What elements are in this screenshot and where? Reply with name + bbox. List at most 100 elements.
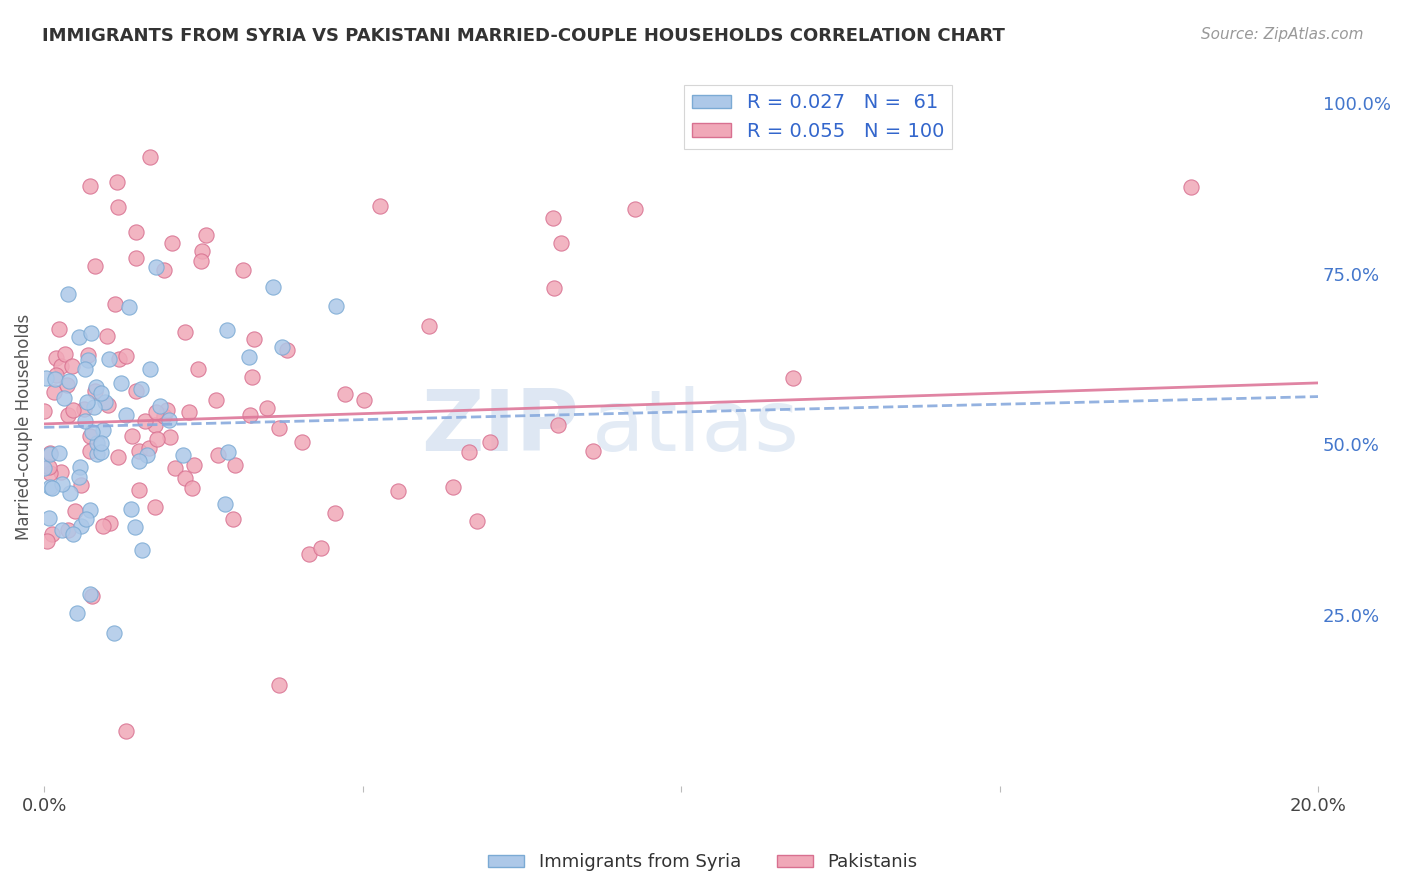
Point [160,236,183,251]
Point [82,589,104,603]
Point [387,484,409,499]
Point [207,448,229,462]
Legend: R = 0.027   N =  61, R = 0.055   N = 100: R = 0.027 N = 61, R = 0.055 N = 100 [685,86,952,149]
Point [125,251,148,265]
Point [69,470,91,484]
Point [541,211,564,226]
Point [125,225,148,239]
Point [39,446,62,460]
Point [41,526,63,541]
Point [91,519,114,533]
Point [139,150,162,164]
Point [353,392,375,407]
Point [38,460,60,475]
Point [269,421,291,435]
Point [60,359,83,374]
Point [84,380,107,394]
Point [221,511,243,525]
Point [67,330,90,344]
Point [134,414,156,428]
Point [311,541,333,556]
Point [143,417,166,432]
Point [58,408,80,422]
Point [543,280,565,294]
Point [51,523,73,537]
Point [190,244,212,258]
Point [1180,179,1202,194]
Point [479,434,502,449]
Point [149,399,172,413]
Point [179,405,201,419]
Point [114,724,136,739]
Point [58,374,80,388]
Point [152,263,174,277]
Point [103,626,125,640]
Point [121,429,143,443]
Point [333,387,356,401]
Point [291,435,314,450]
Point [86,436,108,450]
Point [90,385,112,400]
Point [77,353,100,368]
Point [624,202,647,216]
Point [39,447,62,461]
Point [70,478,93,492]
Point [73,401,96,416]
Point [94,395,117,409]
Legend: Immigrants from Syria, Pakistanis: Immigrants from Syria, Pakistanis [481,847,925,879]
Point [53,346,76,360]
Point [56,523,79,537]
Point [62,527,84,541]
Point [217,323,239,337]
Point [76,395,98,409]
Text: IMMIGRANTS FROM SYRIA VS PAKISTANI MARRIED-COUPLE HOUSEHOLDS CORRELATION CHART: IMMIGRANTS FROM SYRIA VS PAKISTANI MARRI… [42,27,1005,45]
Point [262,280,284,294]
Point [79,587,101,601]
Point [79,429,101,443]
Point [194,227,217,242]
Point [32,461,55,475]
Point [66,606,89,620]
Point [86,447,108,461]
Point [156,402,179,417]
Point [49,359,72,374]
Text: ZIP: ZIP [422,386,579,469]
Point [172,448,194,462]
Point [115,409,138,423]
Point [65,504,87,518]
Point [75,512,97,526]
Point [90,445,112,459]
Point [79,444,101,458]
Point [217,445,239,459]
Point [325,299,347,313]
Point [45,368,67,383]
Point [139,361,162,376]
Point [107,200,129,214]
Point [276,343,298,357]
Point [77,348,100,362]
Point [174,325,197,339]
Point [56,287,79,301]
Point [105,175,128,189]
Point [325,506,347,520]
Point [159,430,181,444]
Point [153,409,176,423]
Point [146,433,169,447]
Point [80,326,103,340]
Point [39,466,62,480]
Point [51,476,73,491]
Point [41,481,63,495]
Point [232,262,254,277]
Point [145,405,167,419]
Point [35,534,58,549]
Point [224,458,246,472]
Text: atlas: atlas [592,386,800,469]
Point [117,300,139,314]
Point [582,443,605,458]
Point [38,510,60,524]
Point [98,352,121,367]
Point [83,384,105,398]
Point [114,349,136,363]
Point [75,414,97,428]
Point [204,392,226,407]
